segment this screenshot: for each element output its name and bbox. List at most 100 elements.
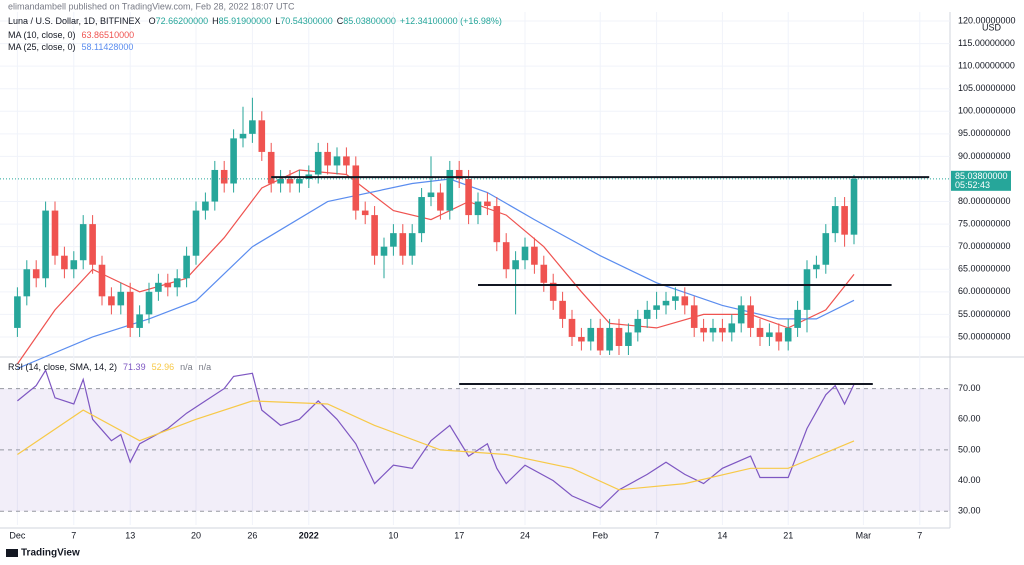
y-tick-label: 100.00000000 (958, 106, 1016, 116)
candle-body (371, 215, 378, 256)
candle-body (390, 233, 397, 247)
x-tick-label: 20 (191, 530, 201, 540)
series-line (17, 368, 855, 509)
candle-body (380, 246, 388, 256)
candle-body (465, 178, 472, 216)
x-tick-label: 7 (654, 530, 659, 540)
x-tick-label: 26 (247, 530, 257, 540)
legend-extra: n/a (199, 362, 212, 372)
countdown: 05:52:43 (955, 180, 990, 190)
candle-body (258, 120, 266, 152)
x-tick-label: 17 (454, 530, 464, 540)
legend-value: 71.39 (123, 362, 146, 372)
candle-body (51, 210, 59, 256)
last-price-box (951, 170, 1011, 191)
x-tick-label: 21 (783, 530, 793, 540)
candle-body (230, 138, 237, 184)
candle-body (822, 233, 830, 265)
quote-key: L (275, 16, 280, 26)
x-tick-label: 10 (388, 530, 398, 540)
y-tick-label: 70.00000000 (958, 241, 1011, 251)
quote-change: +12.34100000 (+16.98%) (400, 16, 502, 26)
candle-body (32, 269, 40, 279)
legend-name: MA (25, close, 0) (8, 42, 76, 52)
y-tick-label: 80.00000000 (958, 196, 1011, 206)
x-tick-label: Mar (856, 530, 872, 540)
candle-body (42, 210, 49, 279)
y-tick-label: 75.00000000 (958, 218, 1011, 228)
candle-body (484, 201, 491, 207)
candle-body (14, 296, 21, 328)
candle-body (766, 332, 773, 337)
candle-body (399, 233, 407, 256)
candle-body (737, 305, 745, 324)
candle-body (672, 296, 679, 301)
series-line (17, 400, 855, 491)
candle-body (61, 255, 68, 270)
candle-body (850, 178, 858, 235)
candle-body (474, 201, 482, 216)
candle-body (211, 169, 219, 202)
x-tick-label: Feb (592, 530, 608, 540)
quote-key: O (149, 16, 156, 26)
brand: TradingView (21, 548, 80, 559)
x-tick-label: Dec (9, 530, 26, 540)
candle-body (653, 305, 660, 310)
candle-body (775, 332, 783, 342)
y-tick-label: 30.00 (958, 506, 981, 516)
legend-name: RSI (14, close, SMA, 14, 2) (8, 362, 117, 372)
candle-body (587, 327, 595, 342)
legend-entry: MA (25, close, 0) 58.11428000 (8, 42, 133, 52)
x-tick-label: 7 (71, 530, 76, 540)
candle-body (126, 291, 134, 328)
legend-entry: RSI (14, close, SMA, 14, 2) 71.39 52.96 n/a… (8, 362, 211, 372)
candle-body (183, 255, 190, 279)
publisher: elimandambell published on TradingView.c… (8, 1, 295, 11)
candle-body (531, 246, 538, 265)
candle-body (794, 309, 801, 328)
candle-body (202, 201, 209, 211)
y-tick-label: 65.00000000 (958, 264, 1011, 274)
candle-body (700, 327, 707, 333)
y-tick-label: 40.00 (958, 475, 981, 485)
y-tick-label: 55.00000000 (958, 309, 1011, 319)
quote-key: C (337, 16, 344, 26)
y-tick-label: 120.00000000 (958, 15, 1016, 25)
candle-body (841, 206, 848, 235)
legend-value: 63.86510000 (82, 30, 135, 40)
y-tick-label: 105.00000000 (958, 83, 1016, 93)
candle-body (108, 296, 115, 306)
candle-body (249, 120, 256, 134)
candle-body (756, 327, 764, 337)
candle-body (512, 260, 519, 270)
candle-body (239, 133, 247, 139)
candle-body (89, 224, 96, 265)
candle-body (709, 327, 717, 333)
candle-body (136, 314, 143, 328)
legend-entry: MA (10, close, 0) 63.86510000 (8, 30, 134, 40)
quote-value: 85.03800000 (343, 16, 396, 26)
legend-value: 58.11428000 (82, 42, 134, 52)
candle-body (681, 296, 689, 306)
quote-value: 85.91900000 (219, 16, 272, 26)
candle-body (719, 327, 726, 333)
candle-body (625, 332, 632, 346)
x-tick-label: 7 (917, 530, 922, 540)
candle-body (173, 278, 181, 288)
candle-body (549, 282, 557, 301)
candle-body (324, 151, 331, 166)
legend: Luna / U.S. Dollar, 1D, BITFINEX O72.6620… (8, 16, 502, 26)
legend-extra: n/a (180, 362, 193, 372)
candle-body (361, 210, 369, 216)
quote-value: 72.66200000 (156, 16, 209, 26)
candle-body (408, 233, 416, 256)
candle-body (277, 178, 284, 184)
candle-body (286, 178, 294, 184)
y-tick-label: 115.00000000 (958, 38, 1015, 48)
candle-body (164, 282, 172, 288)
candle-body (70, 260, 78, 270)
y-tick-label: 50.00 (958, 444, 981, 454)
candle-body (615, 327, 623, 346)
quote-value: 70.54300000 (280, 16, 333, 26)
